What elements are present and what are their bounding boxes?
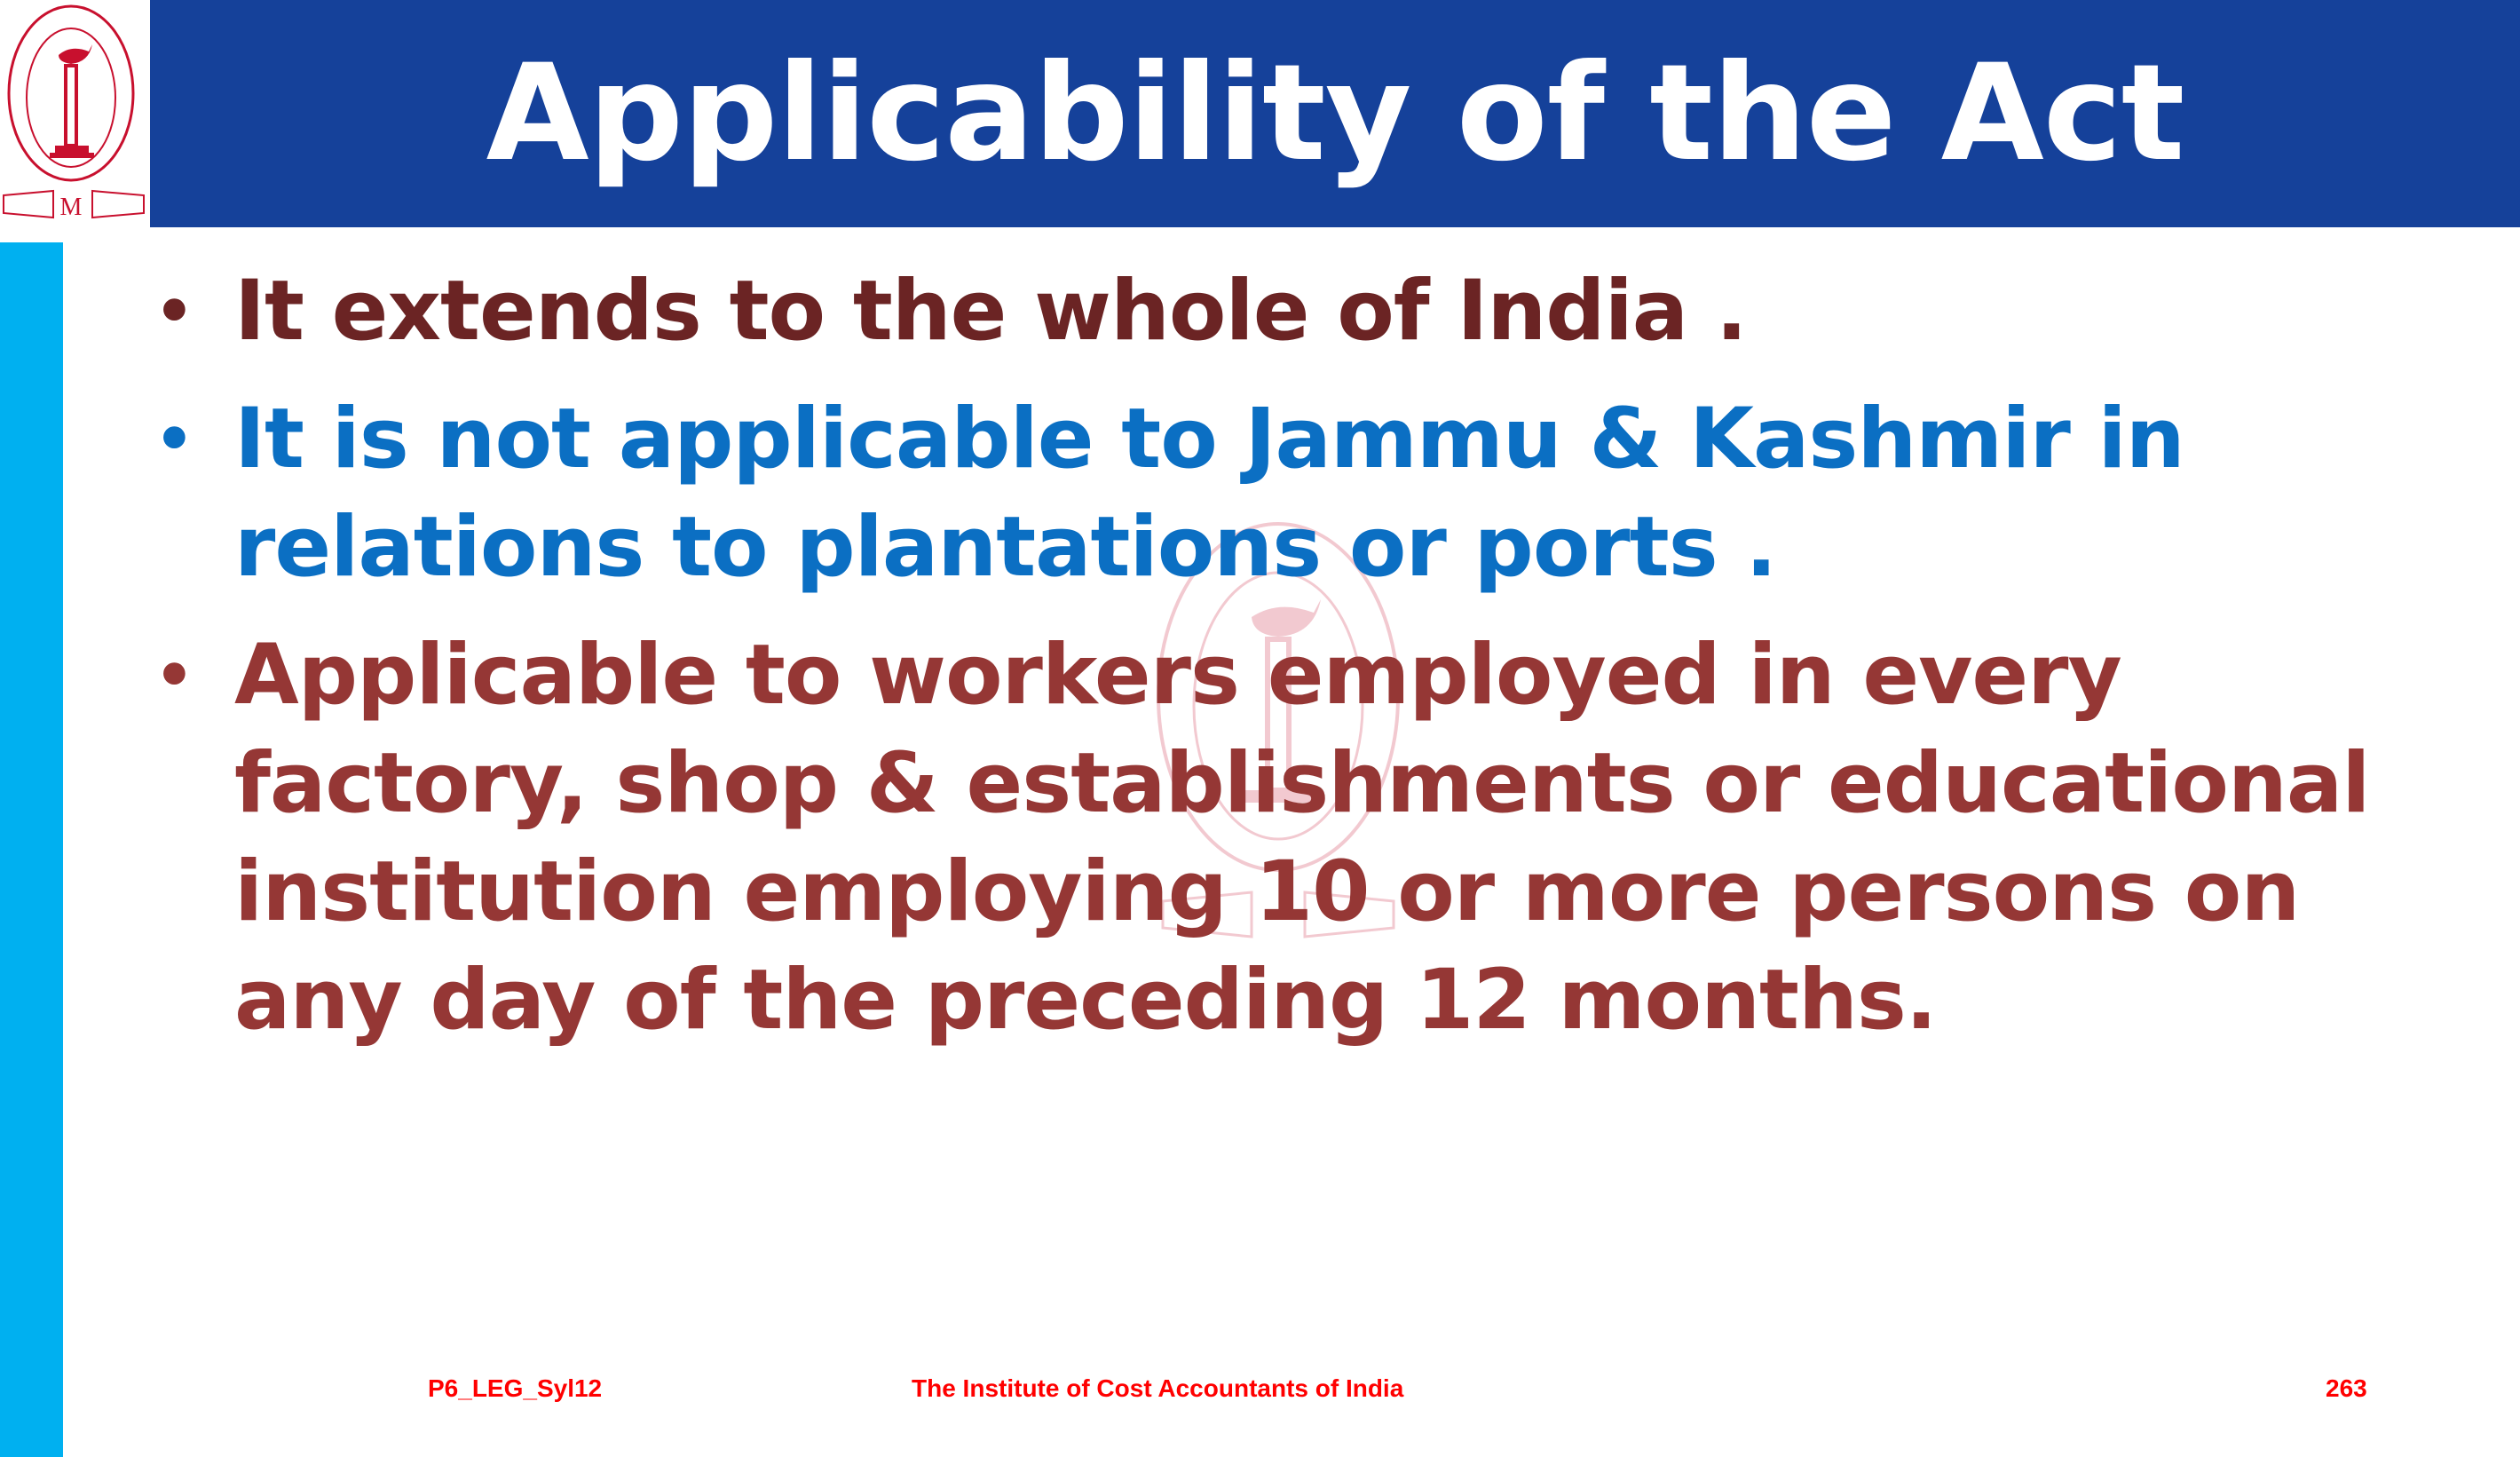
bullet-icon: • <box>154 639 194 712</box>
accent-sidebar <box>0 242 63 1457</box>
footer-institute: The Institute of Cost Accountants of Ind… <box>912 1374 1404 1402</box>
svg-text:M: M <box>60 194 83 221</box>
bullet-text: It is not applicable to Jammu & Kashmir … <box>234 391 2185 596</box>
bullet-item: • Applicable to workers employed in every… <box>151 622 2459 1055</box>
bullet-icon: • <box>154 403 194 476</box>
bullet-text: Applicable to workers employed in every … <box>234 627 2370 1049</box>
page-number: 263 <box>2326 1374 2367 1402</box>
bullet-item: • It is not applicable to Jammu & Kashmir… <box>151 385 2459 602</box>
footer-code: P6_LEG_Syl12 <box>428 1374 603 1402</box>
bullet-list: • It extends to the whole of India . • It … <box>151 257 2459 1074</box>
bullet-text: It extends to the whole of India . <box>234 263 1748 360</box>
bullet-item: • It extends to the whole of India . <box>151 257 2459 366</box>
institute-logo: M <box>0 0 150 227</box>
title-bar <box>150 0 2520 227</box>
logo-watermark <box>1145 511 1411 954</box>
slide-title: Applicability of the Act <box>486 36 2185 191</box>
bullet-icon: • <box>154 275 194 348</box>
